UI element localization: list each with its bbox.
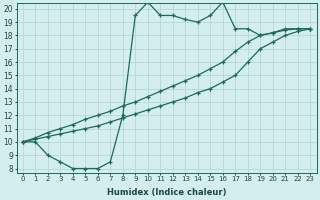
X-axis label: Humidex (Indice chaleur): Humidex (Indice chaleur) bbox=[107, 188, 226, 197]
